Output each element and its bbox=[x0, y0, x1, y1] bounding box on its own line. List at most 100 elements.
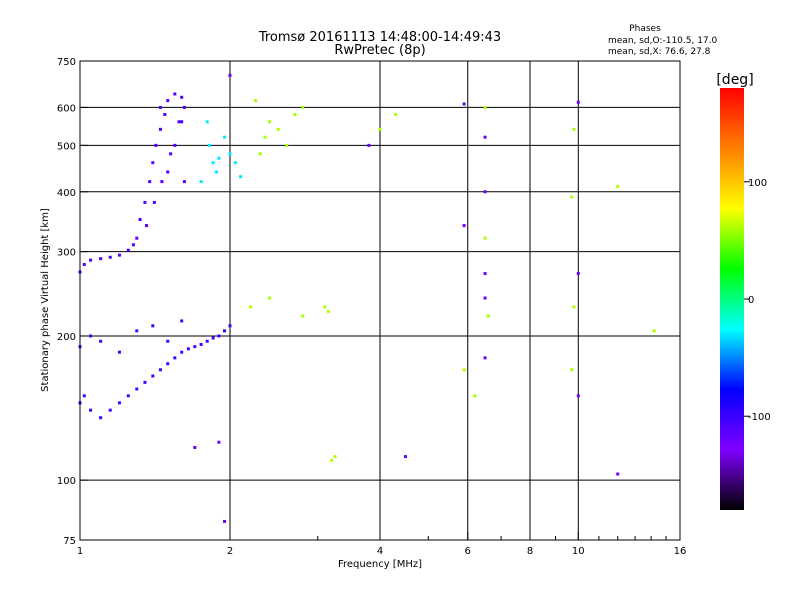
chart-subtitle: RwPretec (8p) bbox=[334, 43, 425, 58]
data-point bbox=[330, 458, 334, 462]
y-tick-label: 300 bbox=[57, 248, 76, 259]
data-point bbox=[193, 445, 197, 449]
x-tick-label: 16 bbox=[674, 546, 687, 557]
data-point bbox=[285, 143, 289, 147]
data-point bbox=[151, 374, 155, 378]
data-point bbox=[223, 135, 227, 139]
data-point bbox=[117, 401, 121, 405]
data-point bbox=[169, 152, 173, 156]
y-tick-label: 200 bbox=[57, 332, 76, 343]
stats-heading: Phases bbox=[629, 24, 661, 34]
data-point bbox=[217, 440, 221, 444]
data-point bbox=[135, 329, 139, 333]
x-axis-label: Frequency [MHz] bbox=[338, 559, 422, 570]
data-point bbox=[173, 143, 177, 147]
data-point bbox=[131, 243, 135, 247]
data-point bbox=[223, 329, 227, 333]
data-point bbox=[211, 161, 215, 165]
data-point bbox=[249, 305, 253, 309]
data-point bbox=[333, 455, 337, 459]
y-tick-label: 600 bbox=[57, 103, 76, 114]
data-point bbox=[180, 95, 184, 99]
data-point bbox=[151, 324, 155, 328]
data-point bbox=[154, 143, 158, 147]
stats-line-x: mean, sd,X: 76.6, 27.8 bbox=[608, 47, 711, 57]
data-point bbox=[276, 127, 280, 131]
colorbar-tick-label: -100 bbox=[748, 412, 771, 423]
data-point bbox=[182, 180, 186, 184]
data-point bbox=[151, 161, 155, 165]
data-point bbox=[158, 127, 162, 131]
y-tick-label: 100 bbox=[57, 476, 76, 487]
x-axis-ticks: 1 2 4 6 8 10 16 bbox=[77, 532, 687, 557]
data-point bbox=[89, 408, 93, 412]
data-point bbox=[576, 272, 580, 276]
data-point bbox=[228, 324, 232, 328]
colorbar-tick-label: 100 bbox=[748, 178, 767, 189]
data-point bbox=[143, 200, 147, 204]
data-point bbox=[180, 350, 184, 354]
data-point bbox=[403, 455, 407, 459]
data-point bbox=[215, 170, 219, 174]
data-point bbox=[263, 135, 267, 139]
data-point bbox=[208, 143, 212, 147]
data-point bbox=[199, 342, 203, 346]
data-point bbox=[462, 368, 466, 372]
y-tick-label: 400 bbox=[57, 188, 76, 199]
grid-lines bbox=[80, 61, 680, 540]
data-point bbox=[462, 102, 466, 106]
data-point bbox=[223, 519, 227, 523]
data-point bbox=[378, 127, 382, 131]
data-point bbox=[483, 105, 487, 109]
data-point bbox=[301, 105, 305, 109]
y-tick-label: 750 bbox=[57, 57, 76, 68]
data-point bbox=[570, 368, 574, 372]
data-point bbox=[99, 416, 103, 420]
data-point bbox=[267, 296, 271, 300]
data-point bbox=[138, 218, 142, 222]
data-point bbox=[217, 334, 221, 338]
data-point bbox=[99, 257, 103, 261]
data-point bbox=[367, 143, 371, 147]
data-point bbox=[166, 362, 170, 366]
data-point bbox=[199, 180, 203, 184]
data-point bbox=[323, 305, 327, 309]
data-point bbox=[99, 339, 103, 343]
data-point bbox=[253, 99, 257, 103]
data-point bbox=[570, 195, 574, 199]
data-point bbox=[152, 200, 156, 204]
data-point bbox=[205, 120, 209, 124]
data-point bbox=[180, 120, 184, 124]
scatter-points bbox=[78, 73, 656, 523]
data-point bbox=[166, 170, 170, 174]
data-point bbox=[483, 272, 487, 276]
data-point bbox=[160, 180, 164, 184]
colorbar-ticks: 100 0 -100 bbox=[744, 178, 771, 423]
data-point bbox=[267, 120, 271, 124]
data-point bbox=[117, 253, 121, 257]
data-point bbox=[166, 99, 170, 103]
data-point bbox=[158, 105, 162, 109]
data-point bbox=[186, 347, 190, 351]
x-tick-label: 10 bbox=[572, 546, 585, 557]
data-point bbox=[82, 262, 86, 266]
data-point bbox=[173, 356, 177, 360]
colorbar-label: [deg] bbox=[716, 72, 753, 88]
data-point bbox=[483, 356, 487, 360]
data-point bbox=[233, 161, 237, 165]
data-point bbox=[135, 387, 139, 391]
data-point bbox=[572, 127, 576, 131]
data-point bbox=[182, 105, 186, 109]
data-point bbox=[217, 156, 221, 160]
colorbar bbox=[720, 88, 744, 510]
data-point bbox=[211, 336, 215, 340]
data-point bbox=[145, 224, 149, 228]
data-point bbox=[462, 224, 466, 228]
data-point bbox=[158, 368, 162, 372]
data-point bbox=[616, 472, 620, 476]
data-point bbox=[228, 73, 232, 77]
x-tick-label: 4 bbox=[377, 546, 383, 557]
data-point bbox=[126, 394, 130, 398]
data-point bbox=[143, 380, 147, 384]
